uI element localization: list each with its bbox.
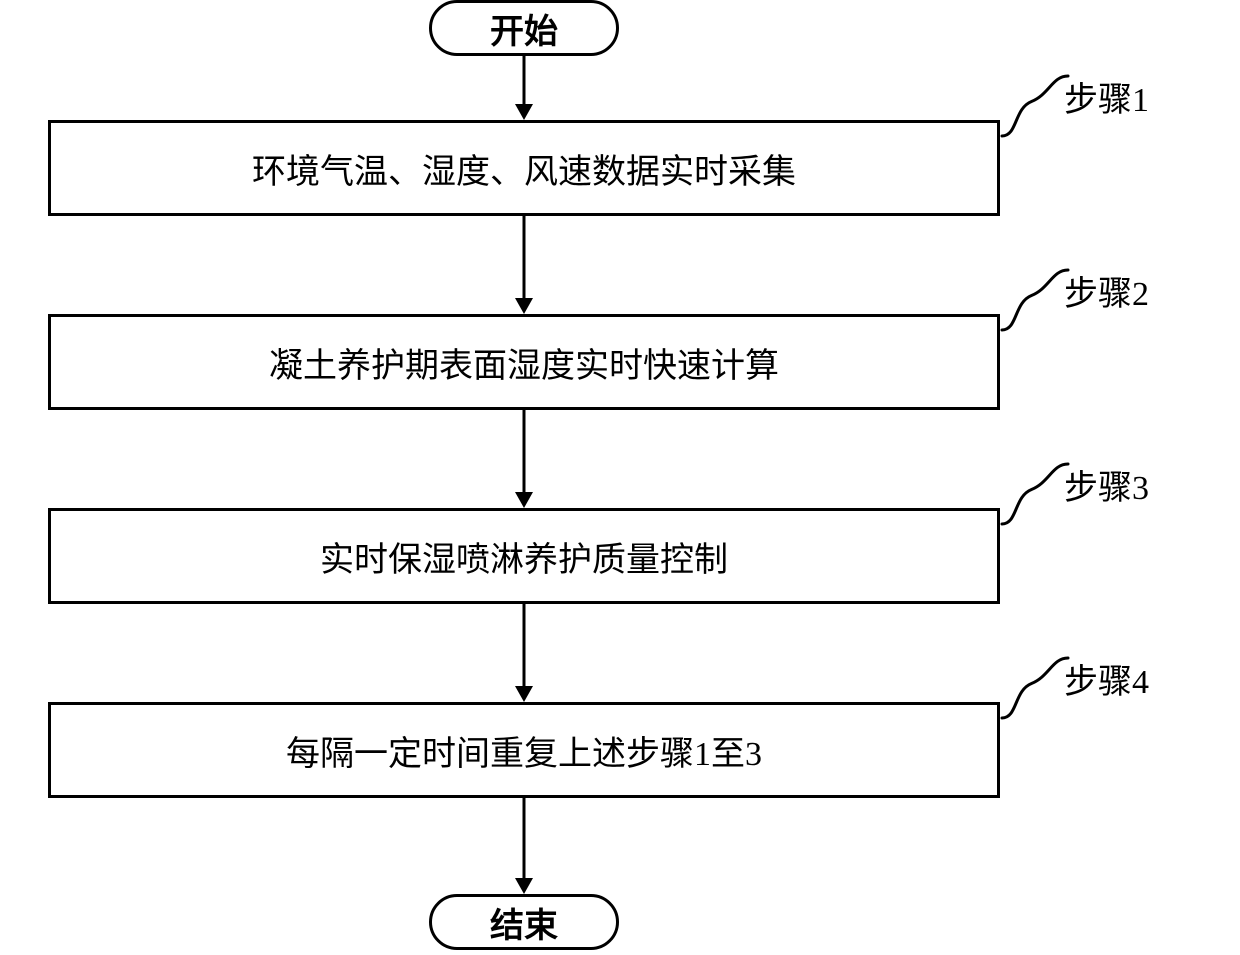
step-1-label: 步骤1	[1064, 72, 1149, 121]
arrow-3	[513, 410, 535, 510]
step-1-squiggle	[1000, 70, 1070, 140]
arrow-5	[513, 798, 535, 896]
step-3-label: 步骤3	[1064, 460, 1149, 509]
step-4-squiggle	[1000, 652, 1070, 722]
flowchart-canvas: 开始结束环境气温、湿度、风速数据实时采集步骤1凝土养护期表面湿度实时快速计算步骤…	[0, 0, 1240, 955]
end-terminal: 结束	[429, 894, 619, 950]
arrow-1	[513, 56, 535, 122]
step-2-box: 凝土养护期表面湿度实时快速计算	[48, 314, 1000, 410]
arrow-2	[513, 216, 535, 316]
start-terminal: 开始	[429, 0, 619, 56]
arrow-4	[513, 604, 535, 704]
step-3-squiggle	[1000, 458, 1070, 528]
step-1-box: 环境气温、湿度、风速数据实时采集	[48, 120, 1000, 216]
step-4-label: 步骤4	[1064, 654, 1149, 703]
step-3-box: 实时保湿喷淋养护质量控制	[48, 508, 1000, 604]
step-2-label: 步骤2	[1064, 266, 1149, 315]
step-2-squiggle	[1000, 264, 1070, 334]
step-4-box: 每隔一定时间重复上述步骤1至3	[48, 702, 1000, 798]
